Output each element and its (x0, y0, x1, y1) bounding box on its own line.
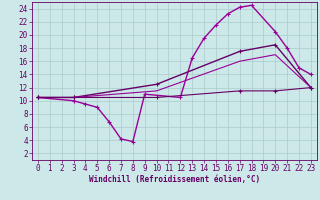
X-axis label: Windchill (Refroidissement éolien,°C): Windchill (Refroidissement éolien,°C) (89, 175, 260, 184)
